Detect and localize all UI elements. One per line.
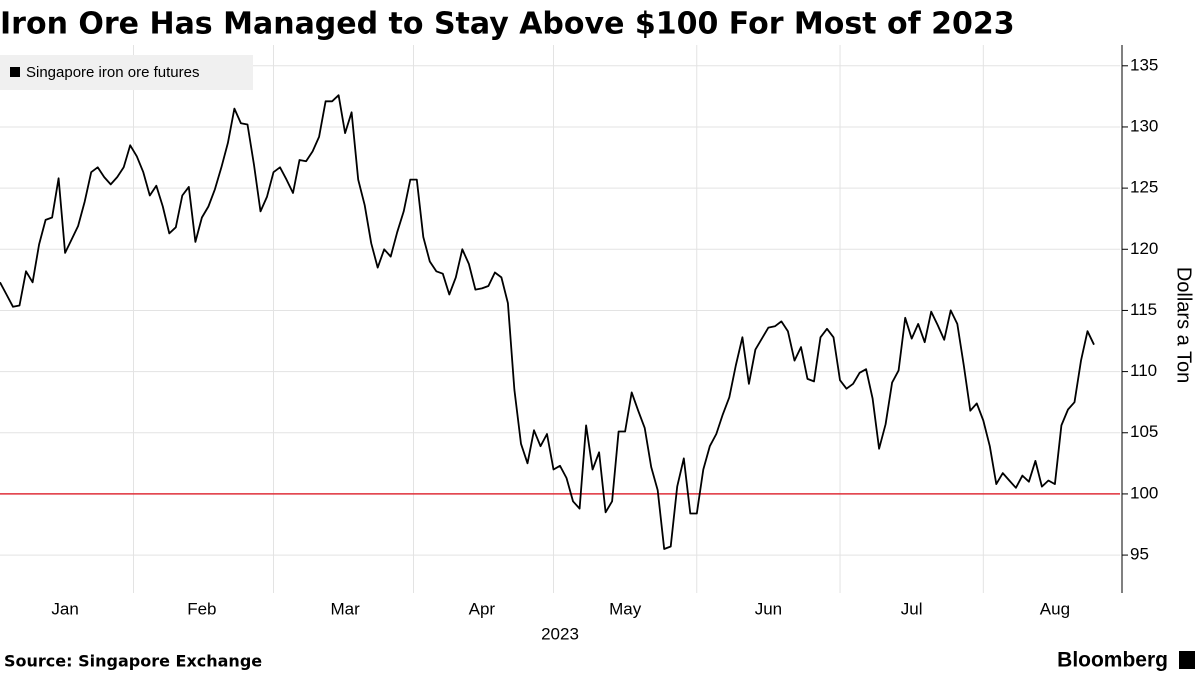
x-tick-label: Aug [1040,599,1070,618]
legend-label: Singapore iron ore futures [26,64,199,81]
x-axis-label: 2023 [541,624,579,643]
y-tick-label: 125 [1130,178,1158,197]
y-tick-label: 135 [1130,55,1158,74]
brand-icon [1179,651,1195,669]
brand: Bloomberg [1057,649,1168,672]
legend-box [0,55,253,90]
y-tick-label: 105 [1130,422,1158,441]
x-tick-label: May [609,599,642,618]
y-tick-label: 95 [1130,545,1149,564]
x-tick-label: Mar [330,599,360,618]
y-axis-label: Dollars a Ton [1173,267,1195,383]
source: Source: Singapore Exchange [4,652,262,671]
x-tick-label: Jun [755,599,782,618]
y-tick-label: 130 [1130,116,1158,135]
x-tick-label: Jul [901,599,923,618]
line-series [0,94,1095,550]
legend: Singapore iron ore futures [0,55,253,90]
x-tick-label: Feb [187,599,216,618]
y-tick-label: 120 [1130,239,1158,258]
x-tick-label: Jan [51,599,78,618]
legend-swatch [10,67,20,77]
y-tick-label: 115 [1130,300,1157,319]
chart-title: Iron Ore Has Managed to Stay Above $100 … [0,7,1015,42]
y-tick-label: 100 [1130,483,1158,502]
y-tick-label: 110 [1130,361,1157,380]
x-tick-label: Apr [469,599,496,618]
